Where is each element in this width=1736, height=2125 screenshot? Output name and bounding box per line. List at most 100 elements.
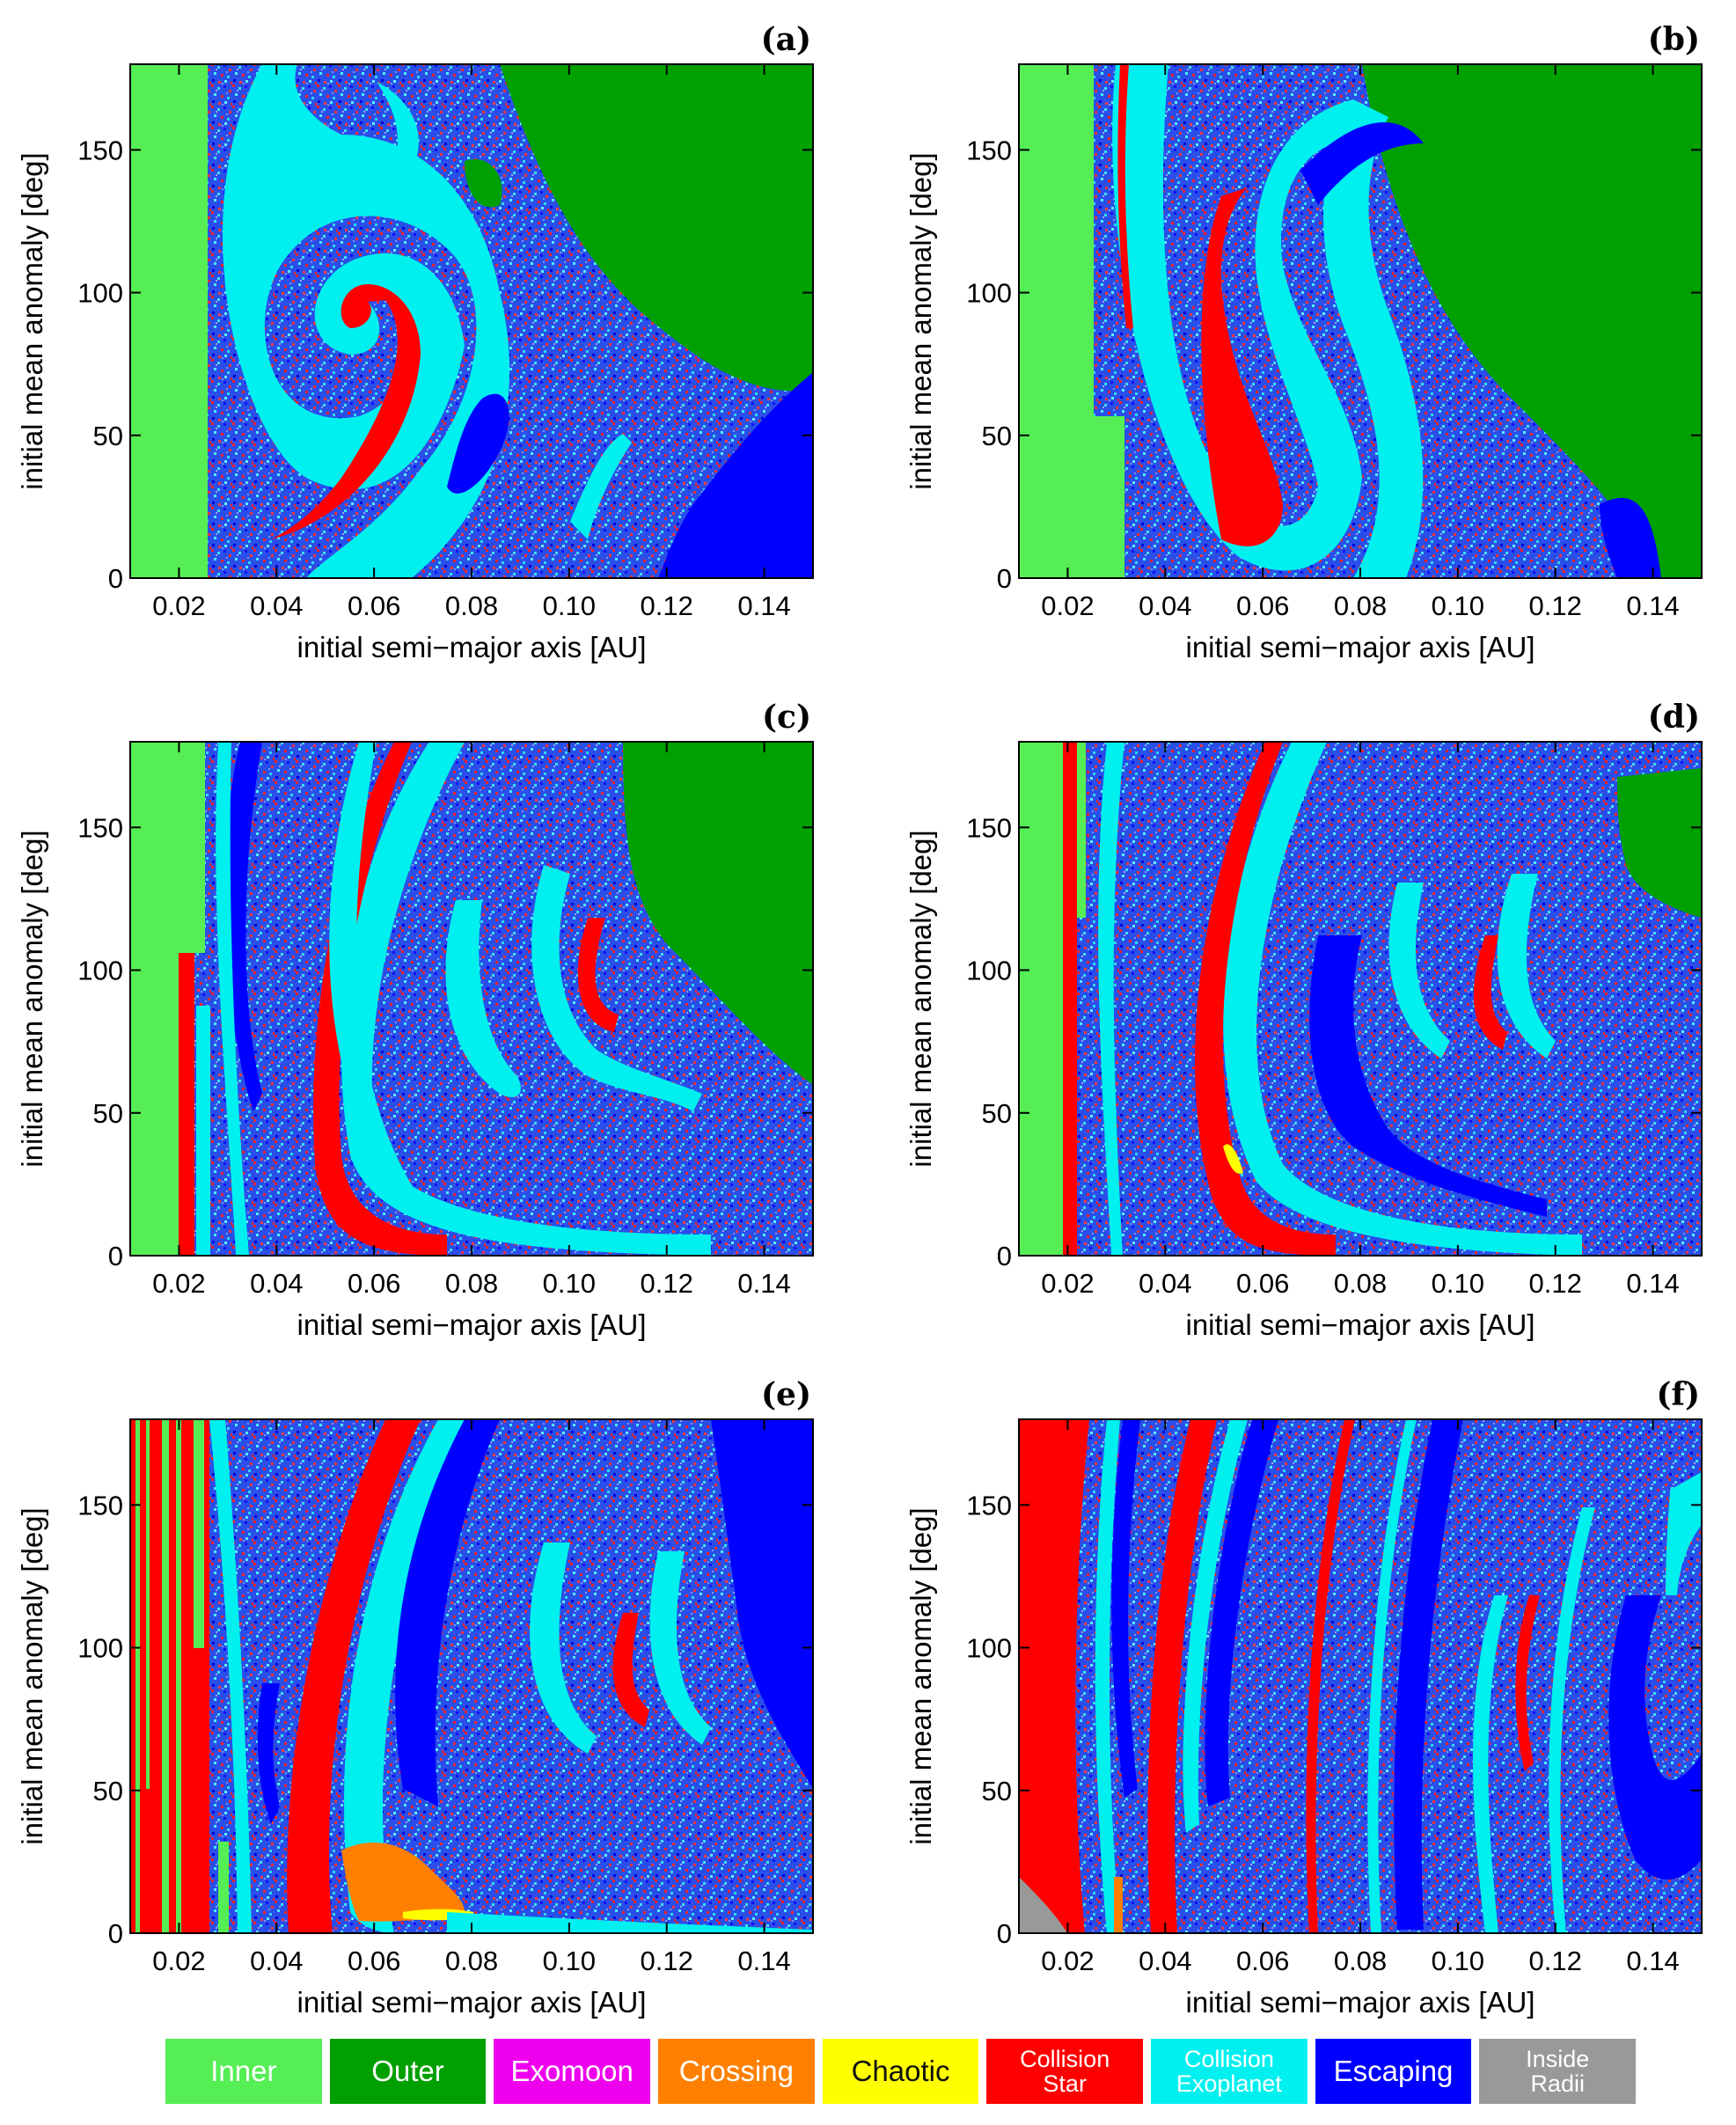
y-tick-label: 50 bbox=[982, 421, 1012, 451]
region-red bbox=[1063, 742, 1077, 1256]
region-blue bbox=[1608, 1595, 1702, 1880]
x-tick-label: 0.10 bbox=[543, 1945, 596, 1976]
y-tick-label: 50 bbox=[93, 1098, 123, 1129]
chaotic-background bbox=[1019, 1419, 1702, 1933]
region-cyan bbox=[447, 1912, 813, 1933]
region-cyan bbox=[344, 1419, 465, 1933]
region-cyan bbox=[530, 1542, 597, 1754]
x-tick-label: 0.10 bbox=[1432, 1945, 1484, 1976]
region-inner bbox=[146, 1419, 150, 1789]
y-tick-label: 150 bbox=[966, 135, 1012, 165]
region-outer bbox=[623, 742, 813, 1085]
y-tick-label: 50 bbox=[982, 1776, 1012, 1806]
x-tick-label: 0.02 bbox=[1041, 590, 1094, 621]
x-tick-label: 0.14 bbox=[1626, 1268, 1679, 1299]
chaotic-background bbox=[1019, 742, 1702, 1256]
x-tick-label: 0.06 bbox=[348, 1268, 400, 1299]
x-tick-label: 0.04 bbox=[250, 590, 303, 621]
region-red bbox=[1201, 187, 1283, 546]
y-tick-label: 100 bbox=[77, 1633, 123, 1664]
panel-e: 0.02 0.04 0.06 0.08 0.10 0.12 0.14 0 50 100 150 ini… bbox=[16, 1376, 814, 2019]
region-inner bbox=[130, 64, 208, 578]
region-inner bbox=[1019, 742, 1063, 1256]
y-tick-label: 0 bbox=[108, 563, 123, 594]
x-axis-label: initial semi−major axis [AU] bbox=[297, 1308, 646, 1341]
panel-f: 0.02 0.04 0.06 0.08 0.10 0.12 0.14 0 50 100 150 ini… bbox=[905, 1376, 1703, 2019]
legend: Inner Outer Exomoon Crossing Chaotic Collisio… bbox=[165, 2039, 1644, 2104]
x-tick-label: 0.10 bbox=[1432, 1268, 1484, 1299]
y-tick-label: 50 bbox=[982, 1098, 1012, 1129]
panel-label: (f) bbox=[1656, 1376, 1700, 1413]
x-tick-label: 0.06 bbox=[1236, 1945, 1289, 1976]
region-blue bbox=[1300, 122, 1424, 205]
panel-label: (a) bbox=[761, 21, 811, 58]
region-cyan bbox=[377, 82, 419, 170]
region-inner bbox=[1094, 416, 1124, 578]
panel-label: (c) bbox=[762, 699, 811, 736]
region-cyan bbox=[1666, 1472, 1702, 1595]
x-tick-label: 0.04 bbox=[1139, 590, 1191, 621]
region-outer bbox=[465, 159, 502, 208]
x-axis-label: initial semi−major axis [AU] bbox=[1185, 631, 1535, 663]
x-tick-label: 0.14 bbox=[737, 590, 790, 621]
region-inner bbox=[194, 1419, 204, 1648]
y-tick-label: 100 bbox=[77, 278, 123, 309]
region-blue bbox=[447, 393, 509, 494]
x-axis-label: initial semi−major axis [AU] bbox=[297, 631, 646, 663]
heatmap-area bbox=[130, 742, 813, 1256]
x-tick-label: 0.04 bbox=[250, 1268, 303, 1299]
y-tick-label: 150 bbox=[77, 135, 123, 165]
x-tick-label: 0.08 bbox=[1334, 1268, 1387, 1299]
y-tick-label: 50 bbox=[93, 1776, 123, 1806]
x-tick-label: 0.14 bbox=[737, 1945, 790, 1976]
heatmap-area bbox=[1019, 1419, 1702, 1933]
legend-item-exomoon: Exomoon bbox=[494, 2039, 651, 2104]
region-cyan bbox=[1183, 1419, 1248, 1833]
region-blue bbox=[711, 1419, 813, 1789]
y-tick-label: 150 bbox=[966, 812, 1012, 843]
legend-item-collision-exoplanet: Collision Exoplanet bbox=[1151, 2039, 1307, 2104]
region-cyan bbox=[1388, 883, 1450, 1059]
region-inner bbox=[136, 1419, 140, 1933]
x-tick-label: 0.04 bbox=[1139, 1945, 1191, 1976]
x-tick-label: 0.12 bbox=[1529, 590, 1582, 621]
y-tick-label: 0 bbox=[108, 1918, 123, 1949]
x-tick-label: 0.02 bbox=[1041, 1268, 1094, 1299]
y-tick-label: 150 bbox=[966, 1490, 1012, 1520]
x-axis-label: initial semi−major axis [AU] bbox=[1185, 1986, 1535, 2019]
x-tick-label: 0.06 bbox=[348, 590, 400, 621]
region-red bbox=[577, 918, 619, 1032]
legend-item-outer: Outer bbox=[329, 2039, 487, 2104]
region-outer bbox=[1617, 768, 1702, 918]
region-orange bbox=[1114, 1877, 1123, 1933]
region-blue bbox=[224, 742, 262, 1111]
region-red bbox=[271, 284, 421, 539]
x-tick-label: 0.12 bbox=[1529, 1268, 1582, 1299]
x-tick-label: 0.06 bbox=[1236, 1268, 1289, 1299]
region-red bbox=[287, 1419, 421, 1933]
region-blue bbox=[395, 1419, 500, 1806]
panel-label: (d) bbox=[1648, 699, 1700, 736]
x-axis-label: initial semi−major axis [AU] bbox=[297, 1986, 646, 2019]
region-red bbox=[1473, 935, 1507, 1050]
region-cyan bbox=[196, 1006, 210, 1256]
region-red bbox=[1117, 64, 1133, 328]
x-tick-label: 0.12 bbox=[641, 590, 693, 621]
legend-item-crossing: Crossing bbox=[658, 2039, 815, 2104]
y-tick-label: 50 bbox=[93, 421, 123, 451]
x-tick-label: 0.08 bbox=[1334, 1945, 1387, 1976]
y-tick-label: 150 bbox=[77, 812, 123, 843]
region-blue bbox=[658, 372, 813, 578]
y-tick-label: 0 bbox=[997, 1241, 1012, 1271]
y-tick-label: 0 bbox=[997, 1918, 1012, 1949]
x-tick-label: 0.02 bbox=[152, 1945, 205, 1976]
region-cyan bbox=[1367, 1419, 1417, 1933]
region-blue bbox=[1394, 1419, 1463, 1930]
x-tick-label: 0.02 bbox=[1041, 1945, 1094, 1976]
x-tick-label: 0.08 bbox=[1334, 590, 1387, 621]
region-cyan bbox=[445, 900, 521, 1097]
x-tick-label: 0.10 bbox=[543, 1268, 596, 1299]
region-inner bbox=[130, 742, 179, 1256]
region-inner bbox=[179, 742, 205, 953]
region-cyan bbox=[1112, 64, 1424, 578]
